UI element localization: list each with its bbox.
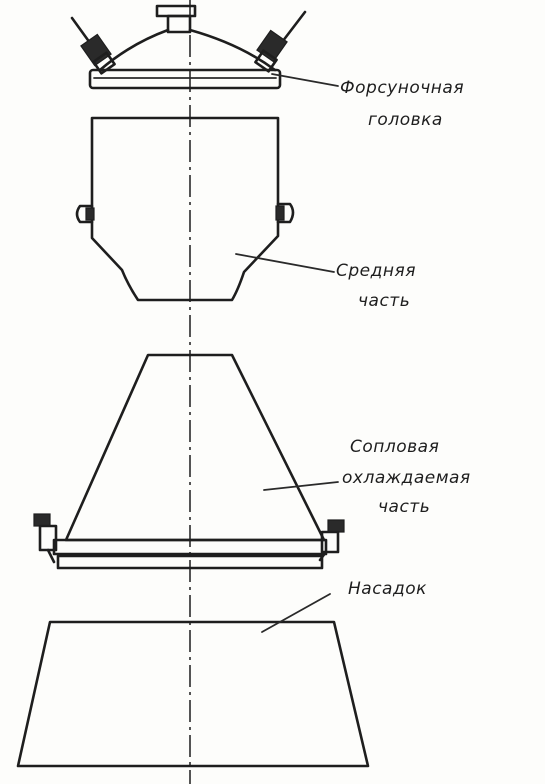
nozzle-extension	[16, 620, 370, 768]
middle-right-lug-fill	[275, 205, 285, 221]
injector-head-leader	[271, 73, 339, 87]
nozzle-extension-outline	[16, 620, 370, 768]
injector-head-label-1: Форсуночная	[340, 78, 464, 98]
nozzle-part-label-3: часть	[378, 497, 430, 517]
middle-part-label-1: Средняя	[336, 261, 416, 281]
right-injector-nozzle	[254, 10, 307, 73]
nozzle-flange-ring-1	[52, 538, 328, 556]
injector-head	[70, 4, 307, 90]
extension-leader	[261, 593, 331, 633]
nozzle-part-label-1: Сопловая	[350, 437, 439, 457]
nozzle-left-bolt	[33, 513, 58, 564]
top-fitting-body	[166, 14, 192, 34]
nozzle-part-leader	[263, 481, 339, 491]
middle-part-leader	[235, 253, 335, 273]
extension-label: Насадок	[348, 579, 427, 599]
nozzle-cone-outline	[64, 353, 326, 542]
middle-right-lug	[276, 202, 295, 224]
left-injector-nozzle	[70, 16, 116, 75]
injector-head-label-2: головка	[368, 110, 443, 130]
middle-part-outline	[90, 116, 280, 302]
injector-dome	[98, 28, 277, 72]
middle-part	[75, 116, 295, 302]
middle-left-lug-fill	[85, 207, 95, 221]
nozzle-right-bolt	[318, 519, 345, 562]
injector-flange-plate	[88, 68, 282, 90]
middle-part-label-2: часть	[358, 291, 410, 311]
nozzle-part-label-2: охлаждаемая	[342, 468, 471, 488]
middle-left-lug	[75, 204, 94, 224]
nozzle-flange-ring-2	[56, 554, 324, 570]
nozzle-cooled-part	[33, 353, 345, 570]
